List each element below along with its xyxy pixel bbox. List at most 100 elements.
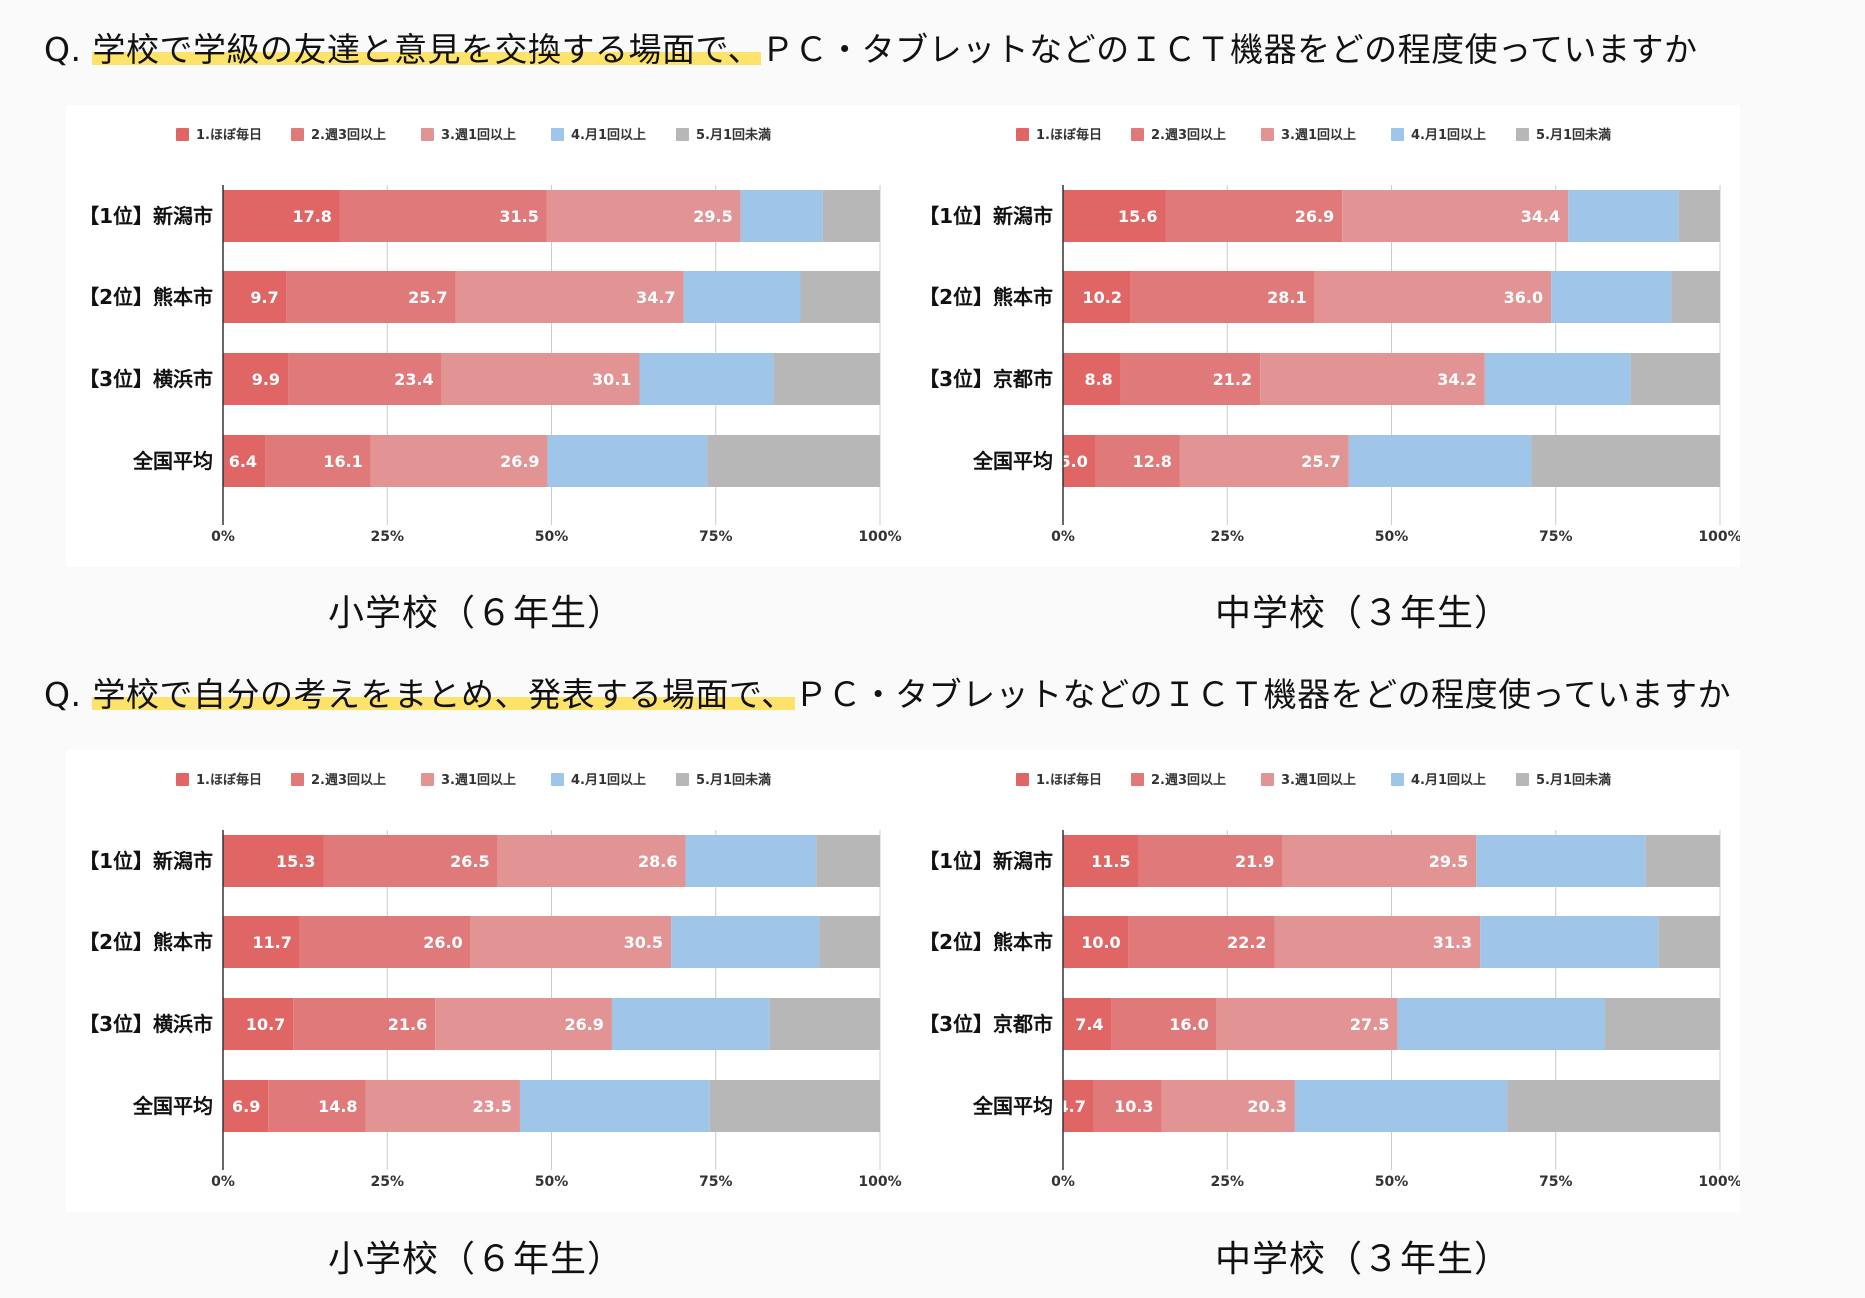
data-label: 15.3 bbox=[276, 852, 315, 871]
legend-swatch bbox=[1516, 773, 1529, 786]
data-label: 34.7 bbox=[636, 288, 675, 307]
bar-segment bbox=[223, 998, 294, 1050]
x-tick-label: 0% bbox=[211, 529, 235, 545]
bar-segment bbox=[546, 190, 741, 242]
chart-q1-elementary: 1.ほぼ毎日 2.週3回以上 3.週1回以上 4.月1回以上 5.月1回未満 0% 25% 5… bbox=[79, 127, 902, 545]
bar-segment bbox=[293, 998, 436, 1050]
data-label: 9.9 bbox=[252, 370, 280, 389]
bar-segment bbox=[1138, 835, 1283, 887]
legend-swatch bbox=[176, 128, 189, 141]
chart-q2-junior-high: 1.ほぼ毎日 2.週3回以上 3.週1回以上 4.月1回以上 5.月1回未満 0% 25% 5… bbox=[919, 772, 1742, 1190]
data-label: 26.0 bbox=[423, 933, 462, 952]
legend-swatch bbox=[1516, 128, 1529, 141]
bar-segment bbox=[288, 353, 442, 405]
bar-segment bbox=[1130, 271, 1315, 323]
bar-segment bbox=[683, 271, 801, 323]
legend-swatch bbox=[421, 128, 434, 141]
x-tick-label: 25% bbox=[370, 1174, 404, 1190]
bar-segment bbox=[223, 353, 289, 405]
x-tick-label: 75% bbox=[1539, 529, 1573, 545]
x-tick-label: 100% bbox=[1698, 1174, 1740, 1190]
data-label: 11.5 bbox=[1091, 852, 1130, 871]
data-label: 30.1 bbox=[592, 370, 631, 389]
legend-swatch bbox=[1391, 128, 1404, 141]
bar-segment bbox=[223, 1080, 269, 1132]
question-2-rest: ＰＣ・タブレットなどのＩＣＴ機器をどの程度使っていますか bbox=[794, 675, 1732, 714]
bar-segment bbox=[1645, 835, 1720, 887]
x-tick-label: 75% bbox=[699, 529, 733, 545]
data-label: 4.7 bbox=[1058, 1097, 1086, 1116]
x-tick-label: 0% bbox=[1051, 529, 1075, 545]
legend-swatch bbox=[1261, 773, 1274, 786]
data-label: 26.9 bbox=[564, 1015, 603, 1034]
caption-q2-elementary: 小学校（６年生） bbox=[327, 1239, 624, 1280]
bar-segment bbox=[1480, 916, 1659, 968]
data-label: 25.7 bbox=[1301, 452, 1340, 471]
legend-label: 5.月1回未満 bbox=[696, 772, 771, 788]
legend-label: 5.月1回未満 bbox=[696, 127, 771, 143]
bar-segment bbox=[1063, 916, 1129, 968]
chart-panel-q1-junior-high: 1.ほぼ毎日 2.週3回以上 3.週1回以上 4.月1回以上 5.月1回未満 0% 25% 5… bbox=[906, 105, 1742, 567]
data-label: 23.4 bbox=[394, 370, 433, 389]
data-label: 12.8 bbox=[1132, 452, 1171, 471]
question-1-highlight: 学校で学級の友達と意見を交換する場面で、 bbox=[92, 30, 762, 69]
legend-label: 5.月1回未満 bbox=[1536, 127, 1611, 143]
bar-segment bbox=[1605, 998, 1720, 1050]
bar-segment bbox=[816, 835, 880, 887]
legend-label: 3.週1回以上 bbox=[1281, 128, 1356, 143]
legend-swatch bbox=[291, 128, 304, 141]
x-tick-label: 100% bbox=[858, 1174, 901, 1190]
bar-segment bbox=[547, 435, 708, 487]
category-label: 【1位】新潟市 bbox=[919, 204, 1053, 228]
legend-swatch bbox=[676, 128, 689, 141]
x-tick-label: 50% bbox=[535, 529, 569, 545]
legend-swatch bbox=[291, 773, 304, 786]
bar-segment bbox=[1216, 998, 1398, 1050]
legend-label: 1.ほぼ毎日 bbox=[1036, 127, 1102, 143]
bar-segment bbox=[611, 998, 770, 1050]
bar-segment bbox=[223, 916, 300, 968]
legend-swatch bbox=[1131, 773, 1144, 786]
bar-segment bbox=[1165, 190, 1343, 242]
bar-segment bbox=[223, 271, 287, 323]
data-label: 31.5 bbox=[499, 207, 538, 226]
question-2-highlight: 学校で自分の考えをまとめ、発表する場面で、 bbox=[92, 675, 795, 714]
bar-segment bbox=[299, 916, 471, 968]
legend-swatch bbox=[176, 773, 189, 786]
bar-segment bbox=[1678, 190, 1720, 242]
legend-swatch bbox=[551, 128, 564, 141]
category-label: 【3位】横浜市 bbox=[79, 1012, 213, 1036]
bar-segment bbox=[223, 435, 266, 487]
legend-label: 5.月1回未満 bbox=[1536, 772, 1611, 788]
bar-segment bbox=[685, 835, 817, 887]
data-label: 21.2 bbox=[1213, 370, 1252, 389]
legend-label: 2.週3回以上 bbox=[311, 128, 386, 143]
category-label: 【2位】熊本市 bbox=[919, 285, 1053, 309]
legend-swatch bbox=[551, 773, 564, 786]
bar-segment bbox=[740, 190, 823, 242]
bar-segment bbox=[268, 1080, 366, 1132]
bar-segment bbox=[1348, 435, 1532, 487]
bar-segment bbox=[1063, 1080, 1094, 1132]
bar-segment bbox=[1063, 190, 1166, 242]
data-label: 15.6 bbox=[1118, 207, 1157, 226]
bar-segment bbox=[1342, 190, 1569, 242]
bar-segment bbox=[435, 998, 612, 1050]
data-label: 30.5 bbox=[624, 933, 663, 952]
chart-q2-elementary: 1.ほぼ毎日 2.週3回以上 3.週1回以上 4.月1回以上 5.月1回未満 0% 25% 5… bbox=[79, 772, 902, 1190]
bar-segment bbox=[709, 1080, 880, 1132]
data-label: 23.5 bbox=[472, 1097, 511, 1116]
legend-label: 1.ほぼ毎日 bbox=[196, 772, 262, 788]
bar-segment bbox=[1260, 353, 1485, 405]
bar-segment bbox=[1282, 835, 1477, 887]
legend-swatch bbox=[1131, 128, 1144, 141]
bar-segment bbox=[1063, 271, 1131, 323]
data-label: 17.8 bbox=[292, 207, 331, 226]
category-label: 全国平均 bbox=[132, 1094, 213, 1118]
chart-panel-q1-elementary: 1.ほぼ毎日 2.週3回以上 3.週1回以上 4.月1回以上 5.月1回未満 0% 25% 5… bbox=[66, 105, 906, 567]
x-tick-label: 75% bbox=[1539, 1174, 1573, 1190]
bar-segment bbox=[1179, 435, 1349, 487]
bar-segment bbox=[800, 271, 880, 323]
bar-segment bbox=[1111, 998, 1217, 1050]
bar-segment bbox=[265, 435, 371, 487]
